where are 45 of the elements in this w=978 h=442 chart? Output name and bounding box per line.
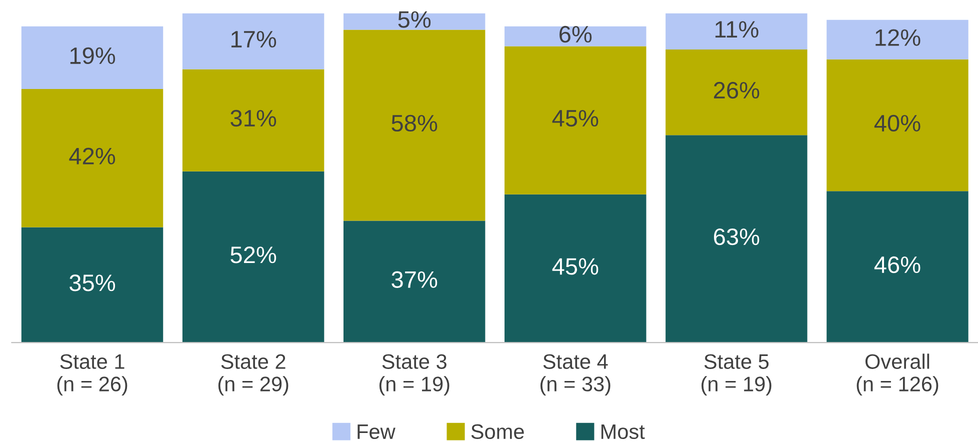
data-label: 6%: [560, 26, 592, 43]
bar: [182, 69, 324, 172]
data-label: 42%: [69, 148, 116, 164]
bar: [504, 194, 646, 343]
x-tick-label: State 4 (n = 33): [540, 354, 610, 396]
bar: [826, 191, 968, 343]
x-tick-label: State 2 (n = 29): [218, 354, 288, 396]
data-label: 19%: [70, 47, 116, 64]
bar: [504, 46, 646, 194]
legend-label: Most: [601, 424, 645, 440]
data-label: 45%: [552, 110, 598, 127]
bar: [182, 13, 324, 70]
data-label: 52%: [230, 246, 276, 264]
legend-label: Few: [358, 424, 396, 440]
bar: [666, 49, 808, 136]
bar: [21, 227, 164, 343]
legend-label: Some: [471, 424, 524, 440]
data-label: 40%: [874, 114, 920, 132]
bar: [21, 26, 164, 89]
bar: [666, 135, 808, 343]
bar: [343, 30, 486, 221]
data-label: 37%: [392, 271, 438, 288]
data-label: 31%: [230, 110, 276, 127]
x-tick-label: State 3 (n = 19): [379, 354, 450, 396]
data-label: 26%: [714, 82, 760, 99]
bar: [21, 88, 164, 228]
x-tick-label: State 5 (n = 19): [702, 354, 772, 396]
data-label: 46%: [874, 256, 920, 274]
data-label: 17%: [231, 30, 276, 48]
data-label: 45%: [552, 258, 598, 275]
data-label: 12%: [876, 29, 920, 46]
bar: [504, 26, 646, 46]
bar: [826, 59, 968, 192]
data-label: 63%: [714, 228, 760, 246]
bar: [343, 220, 486, 343]
data-label: 11%: [715, 21, 758, 38]
data-label: 5%: [398, 11, 431, 28]
x-tick-label: State 1 (n = 26): [57, 354, 128, 396]
x-tick-label: Overall (n = 126): [856, 354, 938, 396]
bar: [343, 13, 486, 30]
bar: [182, 171, 324, 343]
bar: [666, 13, 808, 50]
data-label: 35%: [70, 274, 116, 292]
data-label: 58%: [392, 114, 438, 132]
bar: [826, 20, 968, 60]
